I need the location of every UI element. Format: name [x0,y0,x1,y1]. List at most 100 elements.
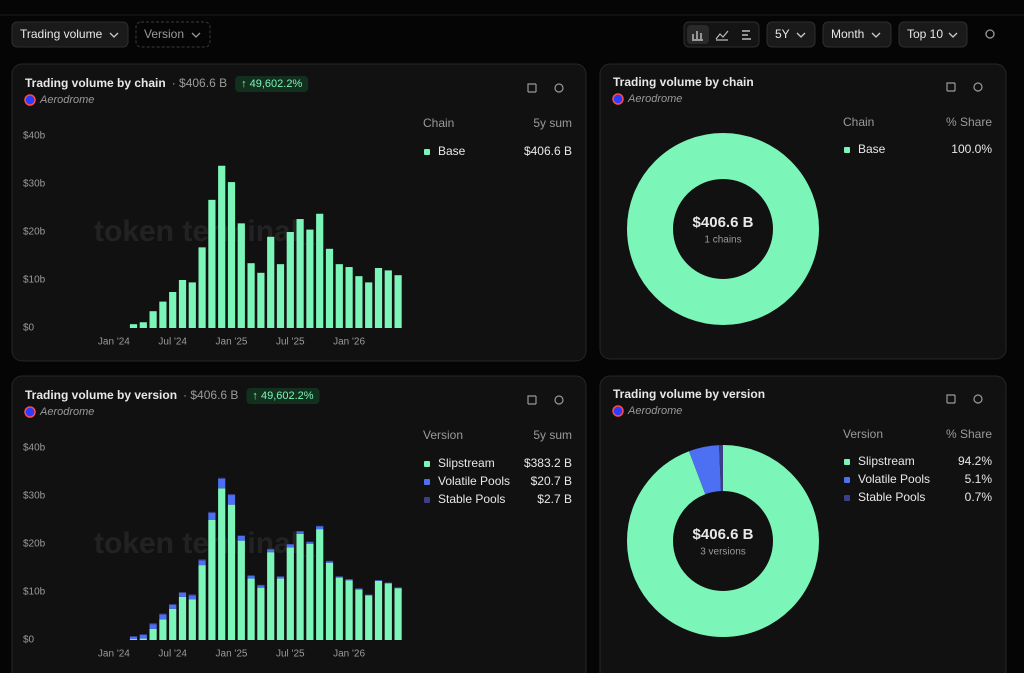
bar [159,613,167,615]
bar [188,282,196,328]
bar [178,596,187,640]
legend-swatch [844,459,850,465]
bar [286,232,294,328]
legend-swatch [424,497,430,503]
x-tick-label: Jan '24 [98,649,130,660]
expand-icon[interactable] [946,394,956,404]
bar [227,504,236,640]
project-logo [612,93,624,105]
top-label: Top 10 [907,27,943,41]
x-tick-label: Jan '25 [216,649,248,660]
x-tick-label: Jan '26 [333,649,365,660]
bar [325,248,334,328]
bar [365,595,373,640]
bar [149,628,157,640]
bar [218,165,226,328]
project-name: Aerodrome [39,406,94,418]
bar [257,585,265,588]
bar [296,533,304,640]
legend-swatch [424,149,430,155]
chevron [109,32,119,38]
legend-label: Slipstream [438,456,495,470]
bar [374,268,383,328]
settings-icon[interactable] [985,29,995,39]
bar [296,531,304,534]
bar [149,623,157,625]
bar [208,520,216,640]
settings-icon[interactable] [554,83,564,93]
x-tick-label: Jul '24 [158,649,187,660]
bar [169,604,177,605]
bar [374,580,383,640]
bar [247,578,255,640]
legend-label: Slipstream [858,454,915,468]
y-tick-label: $40b [23,131,46,142]
table-toggle[interactable] [742,30,751,40]
project-name: Aerodrome [627,93,682,105]
bar [276,576,285,579]
legend-header: Version [423,428,463,442]
legend-sum: $406.6 B [524,144,572,158]
bar [384,583,392,640]
donut-count: 1 chains [704,235,741,246]
group-dropdown[interactable] [135,21,211,48]
bar [267,549,275,553]
bar [169,292,177,328]
bar [129,636,138,640]
settings-icon[interactable] [554,395,564,405]
y-tick-label: $20b [23,227,46,238]
line-toggle[interactable] [715,30,729,41]
bar [139,634,147,639]
bar [325,562,334,640]
legend-header: 5y sum [533,428,572,442]
bar [159,619,167,640]
y-tick-label: $0 [23,323,35,334]
project-logo [24,94,36,106]
bar [169,608,177,640]
bar [257,272,265,328]
expand-icon[interactable] [527,395,537,405]
bar [159,301,167,328]
top-dropdown[interactable] [898,21,968,48]
x-tick-label: Jan '25 [216,337,248,348]
project-name: Aerodrome [39,94,94,106]
change-badge [235,76,309,92]
y-tick-label: $10b [23,587,46,598]
chevron [871,32,881,38]
bar [286,544,294,548]
granularity-dropdown[interactable] [822,21,892,48]
bar [276,264,285,328]
legend-share: 100.0% [951,142,992,156]
bar [198,559,206,561]
panel-total: · $406.6 B [183,388,238,402]
expand-icon[interactable] [946,82,956,92]
range-label: 5Y [775,27,790,41]
granularity-label: Month [831,27,864,41]
watermark: token terminal_ [94,215,316,248]
bar [316,529,324,640]
bar [198,560,206,566]
bar [159,614,167,620]
donut-segment [627,133,819,325]
settings-icon[interactable] [973,394,983,404]
bar [316,526,324,530]
bar-toggle[interactable] [687,25,709,44]
expand-icon[interactable] [527,83,537,93]
legend-swatch [424,461,430,467]
bar [208,199,216,328]
y-tick-label: $10b [23,275,46,286]
bar [365,282,373,328]
legend-swatch [844,147,850,153]
panel [11,63,587,362]
bar [257,587,265,640]
bar [218,477,226,479]
donut-total: $406.6 B [693,526,754,543]
legend-share: 94.2% [958,454,992,468]
x-tick-label: Jul '24 [158,337,187,348]
bar [227,494,236,496]
range-dropdown[interactable] [766,21,816,48]
metric-dropdown[interactable] [11,21,129,48]
settings-icon[interactable] [973,82,983,92]
panel-title: Trading volume by chain [25,76,166,90]
